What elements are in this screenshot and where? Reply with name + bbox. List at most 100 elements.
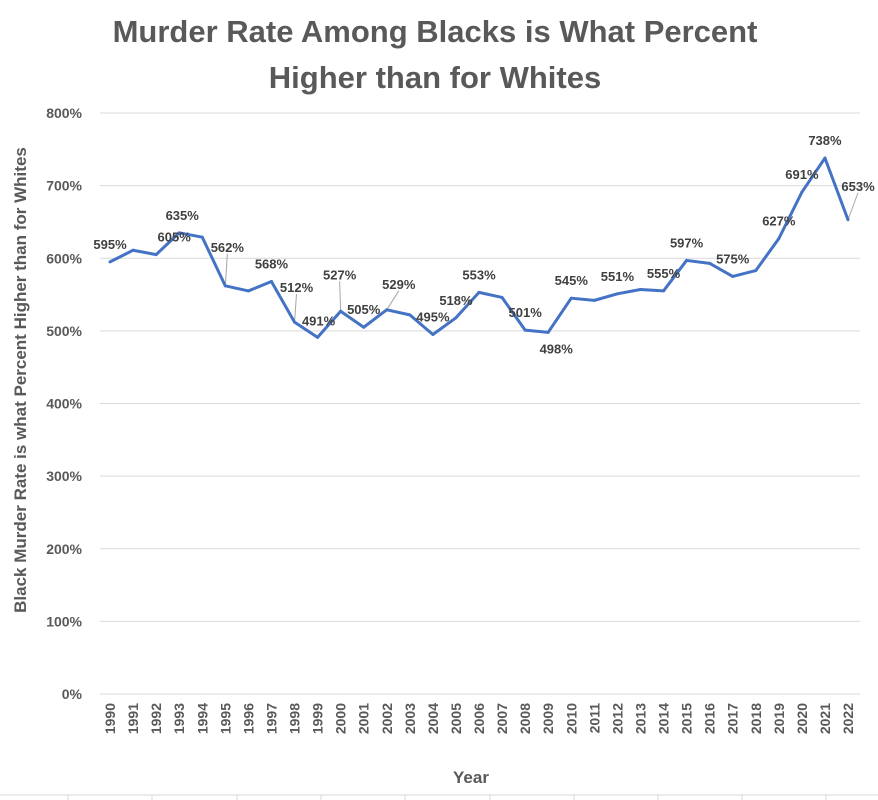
data-label: 545% [555,273,589,288]
x-tick-label: 2016 [702,703,718,734]
data-label: 562% [211,240,245,255]
data-point [662,289,665,293]
x-tick-label: 2003 [402,703,418,734]
data-label: 568% [255,256,289,271]
data-point [800,190,804,194]
data-label: 691% [785,167,819,182]
chart-title-line-2: Higher than for Whites [269,60,601,95]
leader-line [386,290,400,311]
data-label: 627% [762,214,796,229]
x-axis-label: Year [453,768,489,787]
data-point [200,235,204,239]
x-tick-label: 2019 [771,703,787,734]
data-label: 553% [462,267,496,282]
x-tick-label: 2009 [540,703,556,734]
data-point [223,284,227,288]
x-tick-label: 2018 [748,703,764,734]
data-label: 595% [93,237,127,252]
x-tick-label: 1995 [217,703,233,734]
data-label: 518% [439,293,473,308]
x-tick-label: 2000 [333,703,349,734]
y-tick-label: 800% [46,105,82,121]
y-axis-label: Black Murder Rate is what Percent Higher… [11,147,30,613]
data-point [477,290,481,294]
data-point [708,261,712,265]
data-label: 575% [716,251,750,266]
data-label: 653% [841,179,875,194]
leader-line [224,253,228,286]
y-tick-label: 300% [46,468,82,484]
data-label: 551% [601,269,635,284]
data-point [731,274,735,278]
x-tick-label: 2002 [379,703,395,734]
x-tick-label: 2017 [725,703,741,734]
data-point [454,316,458,320]
x-tick-label: 2013 [632,703,648,734]
data-label: 501% [509,305,543,320]
data-point [500,295,504,299]
data-label: 738% [808,133,842,148]
leader-line [339,281,342,312]
data-point [339,309,343,313]
data-point [431,333,435,337]
x-tick-label: 1992 [148,703,164,734]
x-tick-label: 2011 [586,703,602,734]
data-point [293,320,296,324]
x-tick-label: 2001 [356,703,372,734]
data-point [362,325,366,329]
x-tick-label: 2015 [679,703,695,734]
x-tick-label: 1990 [102,703,118,734]
chart-title-line-1: Murder Rate Among Blacks is What Percent [113,14,758,49]
data-point [177,231,181,235]
data-point [569,296,573,300]
x-tick-label: 2004 [425,703,441,734]
data-label: 491% [302,313,336,328]
data-point [777,237,781,241]
x-tick-label: 1994 [194,703,210,734]
data-point [246,289,250,293]
data-label: 512% [280,280,314,295]
data-point [546,330,550,334]
data-label: 597% [670,235,704,250]
x-tick-label: 2022 [840,703,856,734]
x-tick-label: 1991 [125,703,141,734]
y-tick-label: 500% [46,323,82,339]
data-label: 505% [347,302,381,317]
y-tick-label: 100% [46,613,82,629]
data-label: 555% [647,266,681,281]
x-tick-label: 2021 [817,703,833,734]
x-tick-label: 2007 [494,703,510,734]
x-tick-label: 1997 [263,703,279,734]
x-tick-label: 2012 [609,703,625,734]
data-point [823,156,827,160]
y-tick-label: 0% [62,686,83,702]
x-tick-label: 2008 [517,703,533,734]
x-tick-label: 2005 [448,703,464,734]
x-tick-label: 1998 [287,703,303,734]
data-point [108,260,112,264]
data-point [408,313,412,317]
data-point [316,335,320,339]
leader-line [847,192,859,220]
y-tick-label: 200% [46,541,82,557]
y-tick-label: 600% [46,250,82,266]
data-point [131,248,135,252]
x-tick-label: 1996 [240,703,256,734]
data-point [615,292,619,296]
x-tick-label: 2006 [471,703,487,734]
x-tick-label: 2020 [794,703,810,734]
y-tick-label: 700% [46,178,82,194]
data-point [154,253,158,257]
data-point [592,298,596,302]
data-label: 529% [382,277,416,292]
x-tick-label: 1993 [171,703,187,734]
x-tick-label: 2014 [656,703,672,734]
data-point [523,328,527,332]
data-point [385,308,389,312]
data-label: 527% [323,267,357,282]
data-point [638,287,642,291]
data-label: 498% [540,341,574,356]
data-point [685,258,689,262]
x-tick-label: 1999 [310,703,326,734]
